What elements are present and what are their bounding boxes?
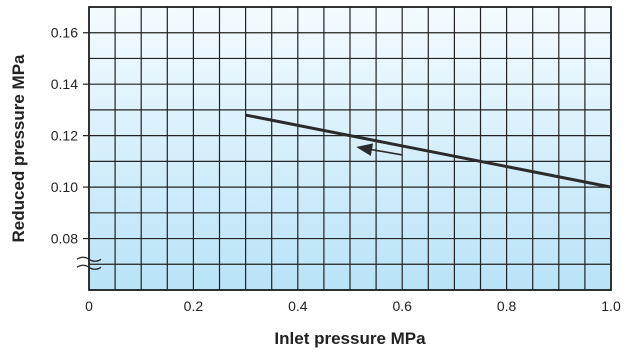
y-tick-label: 0.16 xyxy=(51,25,78,41)
x-axis-title: Inlet pressure MPa xyxy=(274,329,426,348)
y-tick-label: 0.14 xyxy=(51,76,78,92)
y-axis-break-symbol xyxy=(76,256,102,270)
y-tick-label: 0.12 xyxy=(51,128,78,144)
axis-break-wave-2 xyxy=(76,264,102,270)
grid-lines xyxy=(88,6,612,291)
annotations xyxy=(356,143,403,156)
y-tick-label: 0.08 xyxy=(51,231,78,247)
axis-break-wave-1 xyxy=(76,256,102,262)
x-tick-label: 1.0 xyxy=(601,298,621,314)
y-tick-labels: 0.08 0.10 0.12 0.14 0.16 xyxy=(51,25,78,247)
axis-lines xyxy=(83,6,612,291)
x-tick-label: 0.6 xyxy=(392,298,412,314)
y-tick-label: 0.10 xyxy=(51,179,78,195)
data-series xyxy=(245,113,612,189)
x-tick-label: 0.2 xyxy=(184,298,204,314)
x-tick-labels: 0 0.2 0.4 0.6 0.8 1.0 xyxy=(85,298,621,314)
series-line xyxy=(245,113,612,189)
x-tick-label: 0.4 xyxy=(288,298,308,314)
x-tick-label: 0 xyxy=(85,298,93,314)
direction-arrow xyxy=(356,143,403,156)
y-axis-title: Reduced pressure MPa xyxy=(9,54,28,243)
plot-frame xyxy=(88,6,612,291)
x-tick-label: 0.8 xyxy=(497,298,517,314)
